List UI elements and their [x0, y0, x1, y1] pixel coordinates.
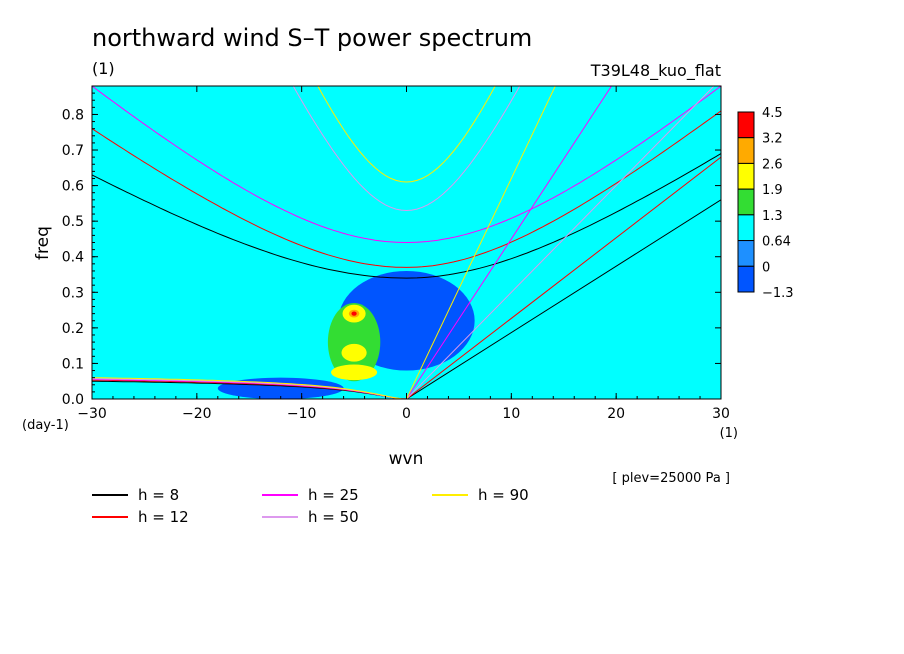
- x-tick-label: 30: [712, 406, 730, 422]
- x-axis-label: wvn: [389, 449, 424, 469]
- colorbar-swatch: [737, 162, 755, 190]
- mrg-curve-h25: [92, 86, 721, 244]
- x-tick-label: 0: [402, 406, 411, 422]
- colorbar-swatch: [737, 214, 755, 242]
- y-tick-label: 0.3: [62, 285, 84, 301]
- colorbar-swatch: [737, 188, 755, 216]
- dispersion-curves: [92, 86, 721, 399]
- y-tick-label: 0.2: [62, 321, 84, 337]
- legend-item: h = 90: [432, 486, 529, 504]
- kelvin-line-h8: [406, 199, 721, 399]
- x-tick-label: −30: [77, 406, 107, 422]
- colorbar-label: 1.3: [762, 209, 783, 224]
- legend: h = 8 h = 12 h = 25 h = 50 h = 90: [92, 486, 529, 526]
- kelvin-line-h12: [406, 156, 721, 399]
- x-tick-label: −20: [182, 406, 212, 422]
- colorbar-swatch: [737, 111, 755, 139]
- mrg-curve-h90: [317, 86, 496, 183]
- colorbar-label: 0.64: [762, 235, 791, 250]
- y-tick-label: 0.5: [62, 214, 84, 230]
- mrg-curve-h8: [92, 153, 721, 279]
- contour-blob-1_9: [327, 302, 381, 382]
- legend-label: h = 90: [478, 486, 529, 504]
- colorbar-label: 0: [762, 260, 770, 275]
- x-tick-label: −10: [287, 406, 317, 422]
- mrg-curve-h12: [92, 110, 721, 268]
- legend-label: h = 12: [138, 508, 189, 526]
- legend-label: h = 25: [308, 486, 359, 504]
- plot-area: 0.0 0.1 0.2 0.3 0.4 0.5 0.6 0.7 0.8 −30 −20 −10 0 10…: [62, 85, 730, 422]
- x-tick-label: 20: [607, 406, 625, 422]
- y-axis-label: freq: [33, 226, 53, 260]
- legend-item: h = 25: [262, 486, 359, 504]
- y-tick-label: 0.8: [62, 107, 84, 123]
- colorbar-label: −1.3: [762, 286, 794, 301]
- x-axis: −30 −20 −10 0 10 20 30: [77, 86, 730, 422]
- y-tick-label: 0.6: [62, 179, 84, 195]
- legend-item: h = 50: [262, 508, 359, 526]
- y-tick-label: 0.7: [62, 143, 84, 159]
- x-unit-label: (1): [720, 426, 738, 441]
- legend-label: h = 8: [138, 486, 179, 504]
- colorbar-swatch: [737, 240, 755, 267]
- units-label: (1): [92, 59, 115, 78]
- colorbar-label: 3.2: [762, 132, 783, 147]
- y-axis: 0.0 0.1 0.2 0.3 0.4 0.5 0.6 0.7 0.8: [62, 92, 721, 408]
- mrg-curve-h50: [292, 86, 521, 212]
- colorbar-label: 4.5: [762, 106, 783, 121]
- rossby-curve-h90: [92, 377, 407, 399]
- chart-title: northward wind S–T power spectrum: [92, 24, 532, 52]
- y-unit-label: (day-1): [22, 418, 69, 433]
- contour-blob-2_6: [331, 364, 378, 381]
- y-tick-label: 0.1: [62, 356, 84, 372]
- contour-blob-4_5: [351, 311, 357, 316]
- contour-blob-2_6: [341, 343, 367, 362]
- kelvin-line-h50: [406, 86, 715, 399]
- x-tick-label: 10: [502, 406, 520, 422]
- legend-item: h = 8: [92, 486, 179, 504]
- colorbar: 4.5 3.2 2.6 1.9 1.3 0.64 0 −1.3: [737, 106, 794, 301]
- experiment-label: T39L48_kuo_flat: [590, 61, 721, 81]
- kelvin-line-h25: [406, 86, 612, 399]
- kelvin-line-h90: [406, 86, 556, 399]
- colorbar-label: 2.6: [762, 157, 783, 172]
- colorbar-swatch: [737, 137, 755, 164]
- y-tick-label: 0.4: [62, 250, 84, 266]
- y-tick-label: 0.0: [62, 392, 84, 408]
- legend-label: h = 50: [308, 508, 359, 526]
- legend-item: h = 12: [92, 508, 189, 526]
- colorbar-swatch: [737, 265, 755, 293]
- colorbar-label: 1.9: [762, 183, 783, 198]
- plev-note: [ plev=25000 Pa ]: [612, 471, 730, 486]
